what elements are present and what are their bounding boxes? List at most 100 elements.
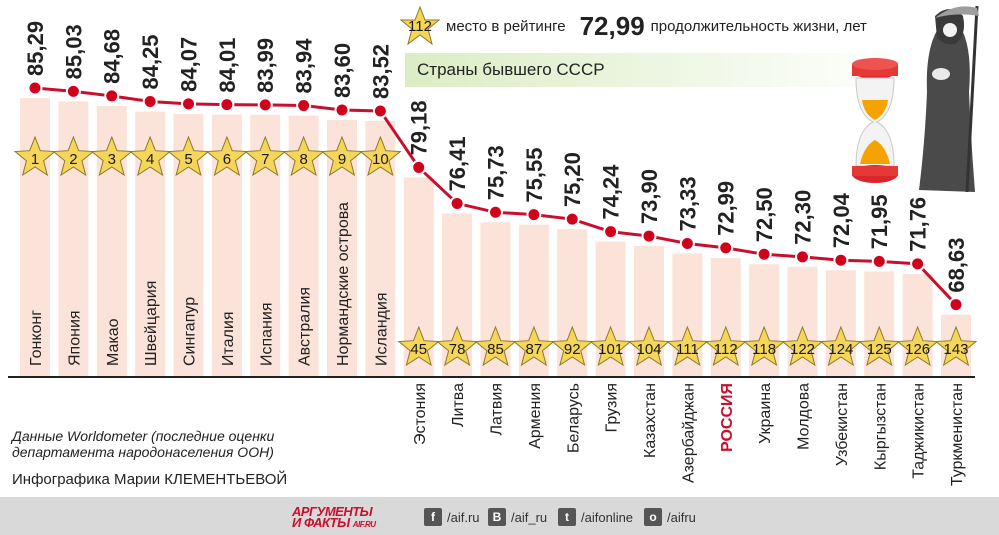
data-point-11 [449,195,465,211]
rank-star-19 [742,325,786,367]
rank-star-13 [512,325,556,367]
category-label-2: Макао [105,318,122,366]
legend-life-label: продолжительность жизни, лет [650,17,867,35]
value-label-15: 74,24 [599,164,624,220]
hourglass-icon [852,58,898,183]
rank-star-7 [282,135,325,177]
rank-star-18 [704,325,748,367]
rank-label-8: 9 [338,151,346,168]
rank-star-20 [781,325,824,367]
data-point-1 [65,83,81,99]
rank-label-10: 45 [410,341,427,358]
data-point-24 [948,297,964,313]
value-label-22: 71,95 [867,194,892,249]
value-label-12: 75,73 [484,145,509,200]
data-point-7 [296,98,312,114]
category-label-16: Казахстан [642,383,659,458]
legend-star-icon: 112 [399,5,441,46]
rank-label-11: 78 [449,341,466,358]
category-label-0: Гонконг [28,310,45,366]
category-label-23: Таджикистан [911,383,928,479]
category-label-9: Исландия [373,292,390,366]
social-link-2[interactable]: t/aifonline [558,508,633,526]
data-point-15 [603,224,619,240]
value-label-17: 73,33 [675,176,700,231]
value-label-20: 72,30 [791,190,816,245]
rank-label-16: 104 [636,341,661,358]
value-label-19: 72,50 [752,187,777,242]
social-link-0[interactable]: f/aif.ru [424,508,480,526]
data-point-21 [833,252,849,268]
category-label-21: Узбекистан [834,383,851,466]
rank-star-22 [857,325,901,367]
rank-star-21 [819,325,863,367]
aif-logo[interactable]: АРГУМЕНТЫ И ФАКТЫ AIF.RU [292,505,376,530]
ussr-section-band: Страны бывшего СССР [405,53,905,87]
category-label-22: Кыргызстан [872,383,889,470]
social-label: /aif.ru [447,509,480,525]
social-label: /aif_ru [511,509,548,525]
value-label-6: 83,99 [253,38,278,93]
rank-label-1: 2 [69,151,77,168]
data-point-17 [679,235,695,251]
category-label-8: Нормандские острова [335,202,352,366]
category-label-19: Украина [757,383,774,444]
category-label-24: Туркменистан [949,383,966,486]
value-label-21: 72,04 [829,192,854,248]
social-label: /aifonline [581,509,634,525]
value-label-0: 85,29 [23,21,48,76]
value-label-4: 84,07 [177,37,202,92]
legend-rank-label: место в рейтинге [446,17,566,35]
category-label-13: Армения [527,383,544,449]
value-label-23: 71,76 [906,197,931,252]
data-point-16 [641,228,657,244]
rank-label-18: 112 [714,341,738,358]
brand-line-2: И ФАКТЫ AIF.RU [292,515,376,530]
social-link-1[interactable]: B/aif_ru [488,508,547,526]
legend: 112 место в рейтинге 72,99 продолжительн… [399,5,867,46]
value-label-11: 76,41 [445,136,470,191]
category-label-20: Молдова [796,383,813,450]
category-label-6: Испания [258,303,275,367]
rank-label-17: 111 [676,341,699,358]
rank-star-6 [243,135,287,177]
rank-label-23: 126 [905,341,930,358]
rank-star-2 [90,135,134,177]
value-label-10: 79,18 [407,100,432,155]
data-point-23 [910,256,926,272]
twitter-icon: t [558,508,576,526]
data-point-6 [257,97,273,113]
rank-label-2: 3 [108,151,116,168]
rank-label-20: 122 [790,341,815,358]
social-label: /aifru [667,509,696,525]
brand-domain: AIF.RU [352,520,376,529]
rank-star-12 [474,325,517,367]
category-label-11: Литва [450,383,467,427]
odnoklassniki-icon: o [644,508,662,526]
category-label-5: Италия [220,312,237,366]
vk-icon: B [488,508,506,526]
legend-rank-example: 112 [408,18,432,35]
data-point-9 [372,103,388,119]
value-label-24: 68,63 [944,238,969,293]
rank-label-24: 143 [943,341,968,358]
legend-life-example: 72,99 [579,10,645,41]
rank-label-3: 4 [146,151,154,168]
rank-label-5: 6 [223,151,231,168]
rank-label-6: 7 [261,151,269,168]
rank-star-11 [435,325,479,367]
data-point-19 [756,246,772,262]
data-point-13 [526,207,542,223]
value-label-1: 85,03 [61,24,86,79]
rank-label-0: 1 [31,151,39,168]
rank-star-15 [589,325,632,367]
category-label-3: Швейцария [143,281,160,366]
social-link-3[interactable]: o/aifru [644,508,696,526]
rank-star-9 [359,135,402,177]
rank-label-14: 92 [564,341,581,358]
rank-star-1 [52,135,95,177]
category-label-15: Грузия [604,383,621,432]
value-label-3: 84,25 [138,34,163,89]
rank-star-23 [896,325,939,367]
